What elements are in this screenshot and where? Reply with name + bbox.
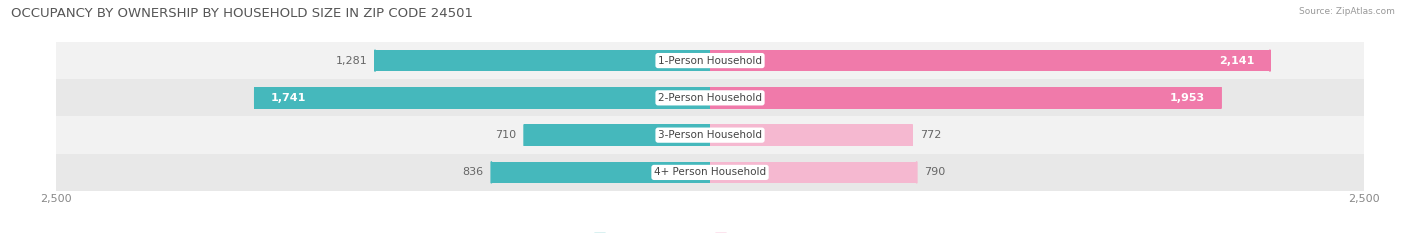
Text: 4+ Person Household: 4+ Person Household [654, 168, 766, 177]
Text: 790: 790 [925, 168, 946, 177]
Bar [710, 124, 912, 146]
Bar [710, 162, 917, 183]
Text: 1,953: 1,953 [1170, 93, 1205, 103]
Text: 710: 710 [495, 130, 516, 140]
Bar [254, 87, 710, 109]
Bar [710, 50, 1270, 71]
Bar [492, 162, 710, 183]
Bar [710, 87, 1220, 109]
Bar [56, 42, 1364, 79]
Text: 772: 772 [920, 130, 941, 140]
Text: 3-Person Household: 3-Person Household [658, 130, 762, 140]
Text: 1,281: 1,281 [336, 56, 367, 65]
Bar [56, 116, 1364, 154]
Text: 836: 836 [463, 168, 484, 177]
Text: 2-Person Household: 2-Person Household [658, 93, 762, 103]
Legend: Owner-occupied, Renter-occupied: Owner-occupied, Renter-occupied [589, 229, 831, 233]
Bar [56, 154, 1364, 191]
Text: Source: ZipAtlas.com: Source: ZipAtlas.com [1299, 7, 1395, 16]
Bar [375, 50, 710, 71]
Bar [56, 79, 1364, 116]
Text: 1,741: 1,741 [270, 93, 305, 103]
Text: OCCUPANCY BY OWNERSHIP BY HOUSEHOLD SIZE IN ZIP CODE 24501: OCCUPANCY BY OWNERSHIP BY HOUSEHOLD SIZE… [11, 7, 474, 20]
Text: 2,141: 2,141 [1219, 56, 1254, 65]
Bar [524, 124, 710, 146]
Text: 1-Person Household: 1-Person Household [658, 56, 762, 65]
